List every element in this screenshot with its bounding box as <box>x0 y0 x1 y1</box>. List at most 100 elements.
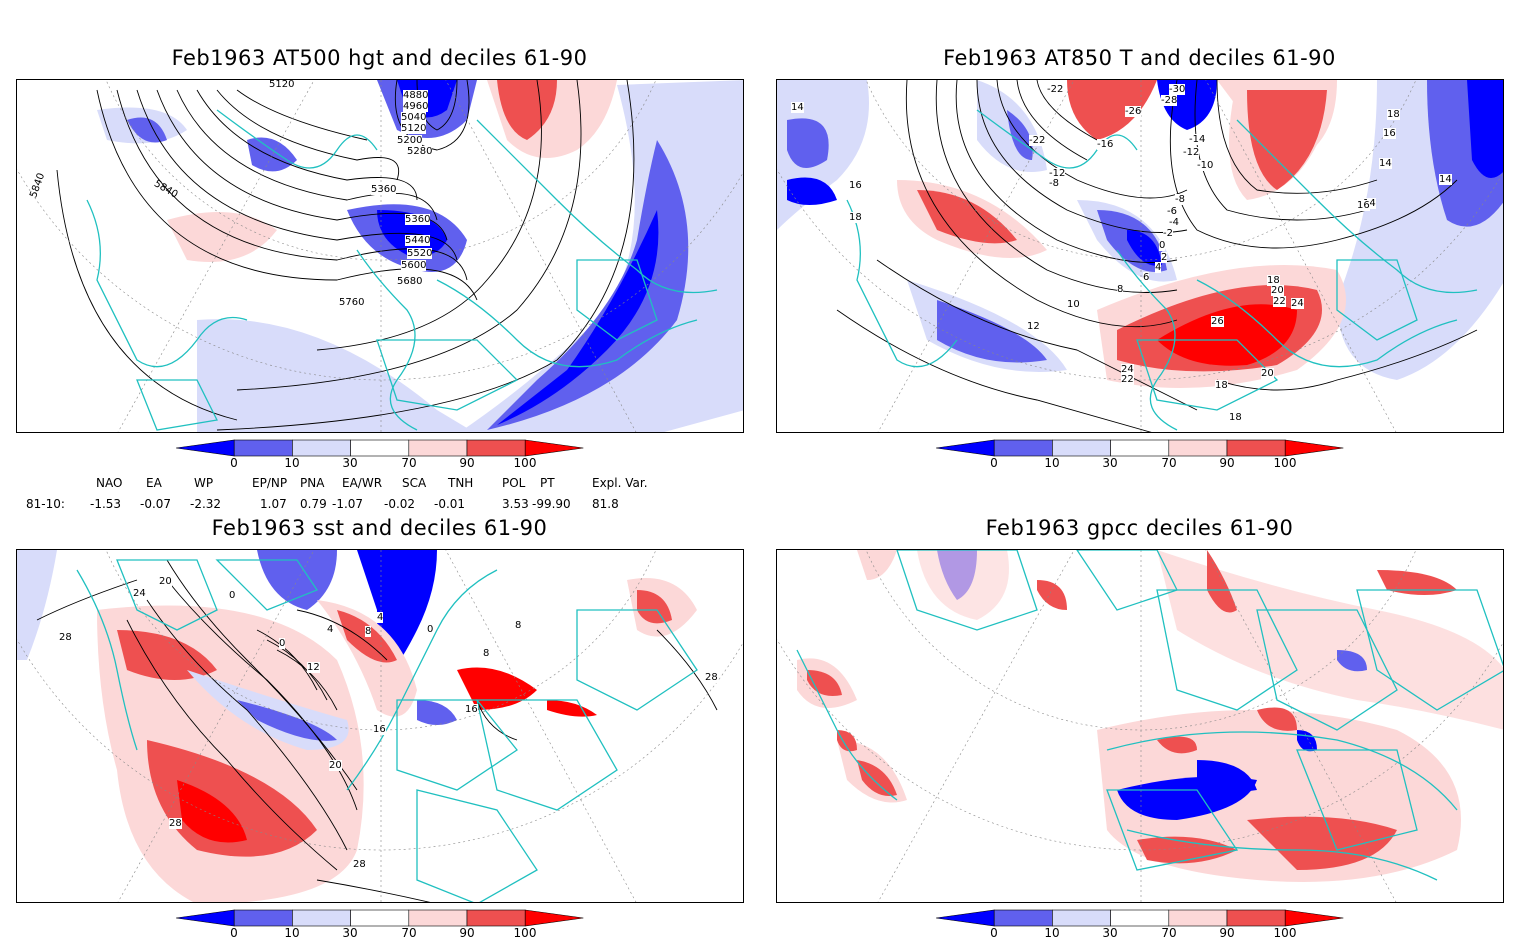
colorbar-segment <box>524 909 584 927</box>
panel-title-500hgt: Feb1963 AT500 hgt and deciles 61-90 <box>171 46 588 70</box>
colorbar-segment <box>350 439 410 457</box>
contour-label: -10 <box>1197 160 1214 171</box>
colorbar-segment <box>350 909 410 927</box>
colorbar-label: 70 <box>1161 926 1177 940</box>
colorbar-segment <box>233 909 293 927</box>
colorbar-segment <box>1052 909 1111 927</box>
index-header: EP/NP <box>252 476 288 490</box>
contour-label: 10 <box>1067 299 1080 310</box>
colorbar-segment <box>524 439 584 457</box>
contour-label: -12 <box>1049 168 1066 179</box>
index-header: POL <box>502 476 526 490</box>
colorbar-label: 10 <box>284 456 300 470</box>
contour-label: 28 <box>59 632 72 643</box>
contour-label: 5280 <box>407 146 433 157</box>
colorbar-label: 100 <box>513 926 537 940</box>
contour-label: -6 <box>1167 206 1177 217</box>
colorbar-label: 90 <box>459 456 475 470</box>
contour-label: 28 <box>705 672 718 683</box>
contour-label: 24 <box>1121 364 1134 375</box>
colorbar-bottom <box>176 909 584 927</box>
contour-label: -26 <box>1125 106 1142 117</box>
colorbar-segment <box>408 909 468 927</box>
index-header: NAO <box>96 476 123 490</box>
contour-label: 0 <box>229 590 236 601</box>
colorbar-label: 70 <box>1161 456 1177 470</box>
contour-label: 4880 <box>403 90 429 101</box>
contour-label: 16 <box>1357 200 1370 211</box>
contour-label: 0 <box>279 638 286 649</box>
colorbar-label: 0 <box>990 926 998 940</box>
colorbar-label: 30 <box>1102 456 1118 470</box>
contour-label: 16 <box>373 724 386 735</box>
colorbar-segment <box>408 439 468 457</box>
contour-label: 8 <box>515 620 522 631</box>
colorbar-label: 30 <box>1102 926 1118 940</box>
contour-label: 24 <box>1291 298 1304 309</box>
contour-label: 5600 <box>401 260 427 271</box>
colorbar-segment <box>176 909 235 927</box>
contour-label: 5520 <box>407 248 433 259</box>
contour-label: -8 <box>1175 194 1185 205</box>
contour-label: -22 <box>1029 135 1046 146</box>
colorbar-segment <box>176 439 235 457</box>
panel-title-850t: Feb1963 AT850 T and deciles 61-90 <box>943 46 1336 70</box>
contour-label: -22 <box>1047 84 1064 95</box>
contour-label: 5120 <box>401 123 427 134</box>
contour-label: 16 <box>465 704 478 715</box>
colorbar-label: 0 <box>230 456 238 470</box>
panel-title-gpcc: Feb1963 gpcc deciles 61-90 <box>985 516 1294 540</box>
index-header: SCA <box>402 476 427 490</box>
panel-title-sst: Feb1963 sst and deciles 61-90 <box>211 516 548 540</box>
contour-label: 5200 <box>397 135 423 146</box>
contour-label: -14 <box>1189 134 1206 145</box>
contour-label: 6 <box>1143 272 1150 283</box>
contour-label: 0 <box>427 624 434 635</box>
contour-label: 14 <box>1439 174 1452 185</box>
contour-label: 22 <box>1273 296 1286 307</box>
index-header: Expl. Var. <box>592 476 648 490</box>
contour-label: 18 <box>849 212 862 223</box>
contour-label: -8 <box>1049 178 1059 189</box>
contour-label: 20 <box>159 576 172 587</box>
contour-label: 4 <box>327 624 334 635</box>
colorbar-segment <box>292 439 351 457</box>
colorbar-segment <box>1168 909 1228 927</box>
contour-label: 22 <box>1121 374 1134 385</box>
colorbar-label: 90 <box>1219 456 1235 470</box>
contour-label: -12 <box>1183 147 1200 158</box>
colorbar-label: 0 <box>230 926 238 940</box>
index-value: 81.8 <box>592 497 619 511</box>
colorbar-segment <box>466 439 526 457</box>
colorbar-segment <box>993 439 1053 457</box>
colorbar-segment <box>936 909 995 927</box>
contour-label: -4 <box>1169 217 1179 228</box>
contour-label: 20 <box>329 760 342 771</box>
index-value: -99.90 <box>532 497 571 511</box>
contour-label: 5120 <box>269 79 295 90</box>
colorbar-label: 70 <box>401 456 417 470</box>
index-header: PNA <box>300 476 325 490</box>
contour-label: 5760 <box>339 297 365 308</box>
colorbar-segment <box>466 909 526 927</box>
contour-label: 16 <box>849 180 862 191</box>
colorbar-label: 100 <box>1273 926 1297 940</box>
contour-label: 18 <box>1215 380 1228 391</box>
map-sst: 24 20 0 28 0 4 8 4 0 12 16 20 28 16 8 8 … <box>16 549 744 903</box>
colorbar-bottom-right <box>936 909 1344 927</box>
contour-label: 20 <box>1271 285 1284 296</box>
index-value: 0.79 <box>300 497 327 511</box>
index-row-label: 81-10: <box>26 497 65 511</box>
index-value: 1.07 <box>260 497 287 511</box>
contour-label: 28 <box>353 859 366 870</box>
colorbar-label: 100 <box>1273 456 1297 470</box>
colorbar-label: 0 <box>990 456 998 470</box>
colorbar-top-right <box>936 439 1344 457</box>
index-value: -0.01 <box>434 497 466 511</box>
contour-label: 4 <box>1155 262 1162 273</box>
colorbar-segment <box>1168 439 1228 457</box>
contour-label: 0 <box>1159 240 1166 251</box>
contour-label: 4 <box>377 612 384 623</box>
index-header: WP <box>194 476 214 490</box>
contour-label: 14 <box>791 102 804 113</box>
